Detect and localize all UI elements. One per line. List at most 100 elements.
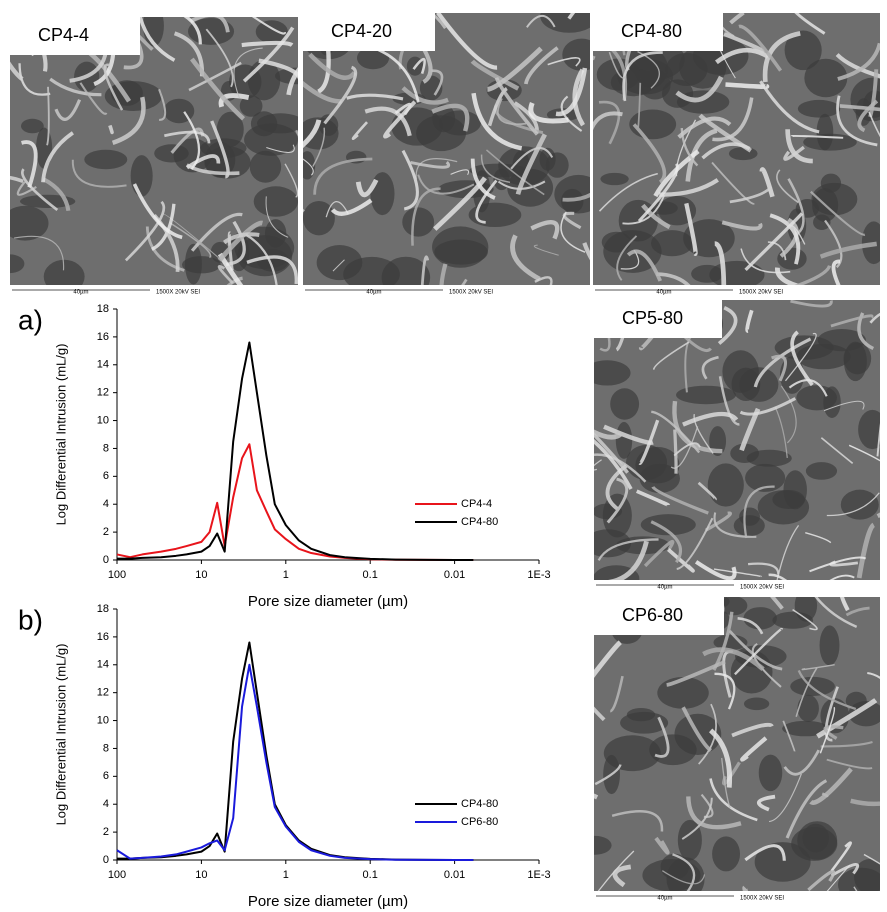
fiber — [555, 67, 588, 117]
x-tick-label: 0.01 — [444, 569, 465, 581]
scale-label: 40µm — [656, 290, 671, 296]
fiber — [713, 241, 727, 285]
fiber — [769, 597, 784, 610]
x-tick-label: 10 — [195, 869, 207, 881]
y-tick-label: 12 — [97, 387, 109, 399]
fiber — [711, 161, 756, 205]
fiber — [622, 51, 663, 102]
fiber — [759, 80, 820, 134]
fiber — [190, 57, 246, 121]
legend-label: CP4-80 — [461, 516, 498, 528]
fiber — [650, 520, 683, 564]
fiber — [245, 233, 278, 285]
fiber — [702, 647, 765, 671]
fiber — [530, 219, 560, 240]
x-tick-label: 1 — [283, 569, 289, 581]
fiber — [826, 758, 873, 770]
fiber — [632, 123, 667, 184]
fiber — [681, 797, 713, 840]
fiber — [346, 93, 404, 101]
fiber — [694, 560, 737, 580]
pore — [43, 259, 85, 285]
fiber — [845, 606, 870, 617]
fiber — [251, 17, 287, 35]
data-line — [117, 641, 474, 861]
pore — [709, 426, 727, 456]
fiber — [666, 660, 726, 687]
fiber — [740, 248, 791, 274]
fiber — [560, 211, 586, 253]
fiber — [433, 176, 487, 231]
fiber — [42, 177, 71, 212]
fiber — [480, 154, 511, 184]
fiber — [790, 300, 833, 308]
fiber — [869, 312, 880, 324]
pore — [640, 514, 696, 536]
y-tick-label: 18 — [97, 303, 109, 315]
pore — [797, 694, 819, 722]
fiber — [485, 149, 545, 196]
fiber — [672, 400, 723, 454]
pore — [432, 226, 489, 268]
y-tick-label: 2 — [103, 826, 109, 838]
pore — [823, 386, 841, 418]
fiber — [313, 157, 373, 195]
pore — [316, 245, 363, 281]
fiber — [190, 212, 243, 252]
pore — [10, 254, 25, 274]
fiber — [258, 58, 298, 80]
pore — [554, 174, 590, 214]
fiber — [742, 885, 749, 891]
fiber — [684, 202, 698, 256]
fiber — [526, 14, 556, 28]
fiber — [680, 127, 699, 167]
fiber — [54, 99, 82, 121]
y-tick-label: 16 — [97, 331, 109, 343]
pore — [743, 607, 777, 630]
fiber — [303, 158, 314, 176]
fiber — [785, 779, 828, 839]
fiber — [330, 198, 373, 216]
fiber — [767, 241, 787, 261]
fiber — [739, 397, 797, 416]
data-line — [116, 443, 474, 561]
pore — [10, 205, 49, 241]
fiber — [572, 68, 585, 127]
scale-label: 40µm — [657, 585, 672, 591]
fiber — [383, 100, 417, 139]
fiber — [637, 82, 642, 128]
label-box — [593, 13, 723, 51]
pore — [303, 200, 335, 236]
pore — [594, 360, 631, 386]
fiber — [439, 263, 448, 285]
x-tick-label: 100 — [108, 569, 126, 581]
y-tick-label: 0 — [103, 554, 109, 566]
pore — [602, 493, 632, 538]
pore — [660, 853, 690, 880]
fiber — [729, 13, 745, 25]
y-tick-label: 8 — [103, 442, 109, 454]
fiber — [709, 778, 758, 822]
fiber — [670, 426, 699, 469]
fiber — [794, 265, 832, 285]
fiber — [743, 485, 775, 539]
fiber — [712, 97, 754, 142]
pore — [615, 421, 633, 459]
pore — [820, 173, 842, 193]
pore — [707, 463, 744, 507]
fiber — [685, 128, 718, 182]
fiber — [475, 179, 498, 224]
pore — [600, 172, 629, 186]
pore — [743, 697, 770, 711]
fiber — [217, 220, 263, 262]
fiber — [10, 175, 24, 184]
fiber — [286, 67, 298, 96]
fiber — [768, 573, 788, 580]
fiber — [609, 675, 624, 713]
fiber — [421, 46, 433, 84]
fiber — [436, 13, 498, 70]
pore — [819, 625, 840, 666]
fiber — [471, 92, 523, 151]
fiber — [863, 853, 880, 865]
micrograph — [594, 300, 880, 580]
